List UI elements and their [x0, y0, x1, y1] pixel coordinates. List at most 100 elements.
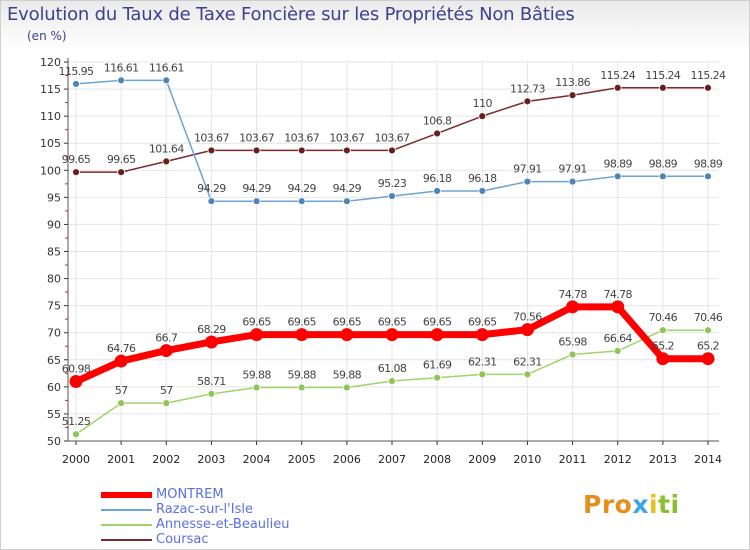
data-label-coursac-2002: 101.64 — [149, 142, 184, 155]
data-label-razac-sur-l-isle-2000: 115.95 — [59, 65, 94, 78]
data-label-coursac-2004: 103.67 — [239, 131, 274, 144]
data-point-coursac-2002 — [162, 157, 171, 166]
data-label-montrem-2002: 66.7 — [155, 332, 178, 345]
data-point-annesse-et-beaulieu-2003 — [207, 389, 216, 398]
data-label-annesse-et-beaulieu-2003: 58.71 — [197, 375, 226, 388]
data-point-annesse-et-beaulieu-2005 — [297, 383, 306, 392]
data-point-montrem-2012 — [611, 300, 625, 314]
y-tick-label-95: 95 — [47, 191, 61, 204]
data-label-annesse-et-beaulieu-2007: 61.08 — [378, 362, 407, 375]
data-point-montrem-2013 — [656, 352, 670, 366]
x-tick-label-2010: 2010 — [513, 453, 541, 466]
data-point-montrem-2002 — [159, 344, 173, 358]
x-tick-label-2003: 2003 — [197, 453, 225, 466]
data-label-coursac-2000: 99.65 — [62, 153, 91, 166]
data-label-montrem-2007: 69.65 — [378, 316, 407, 329]
legend-swatch-montrem — [101, 492, 152, 498]
data-point-coursac-2005 — [297, 146, 306, 155]
data-point-coursac-2000 — [72, 168, 80, 177]
data-point-annesse-et-beaulieu-2012 — [613, 347, 622, 355]
data-label-annesse-et-beaulieu-2010: 62.31 — [513, 355, 542, 368]
data-point-coursac-2014 — [704, 83, 712, 92]
data-label-razac-sur-l-isle-2005: 94.29 — [287, 182, 316, 195]
data-label-razac-sur-l-isle-2003: 94.29 — [197, 182, 226, 195]
data-point-coursac-2013 — [658, 83, 667, 92]
data-point-razac-sur-l-isle-2000 — [72, 80, 80, 88]
x-tick-label-2000: 2000 — [62, 453, 90, 466]
data-point-annesse-et-beaulieu-2013 — [658, 326, 667, 335]
data-label-razac-sur-l-isle-2010: 97.91 — [513, 163, 542, 176]
data-labels: 99.65 99.65 101.64 103.67 103.67 103.67 103.67… — [59, 61, 727, 428]
y-tick-label-70: 70 — [47, 327, 61, 340]
y-tick-label-105: 105 — [40, 137, 61, 150]
data-point-annesse-et-beaulieu-2011 — [568, 350, 577, 359]
data-point-montrem-2006 — [340, 328, 354, 342]
data-point-montrem-2007 — [385, 328, 399, 342]
data-label-razac-sur-l-isle-2014: 98.89 — [694, 157, 723, 170]
data-label-coursac-2003: 103.67 — [194, 131, 229, 144]
data-label-annesse-et-beaulieu-2014: 70.46 — [694, 311, 723, 324]
data-label-montrem-2014: 65.2 — [697, 340, 719, 353]
data-point-montrem-2014 — [701, 352, 715, 366]
data-label-annesse-et-beaulieu-2013: 70.46 — [649, 311, 678, 324]
data-point-razac-sur-l-isle-2004 — [252, 197, 261, 206]
data-point-montrem-2004 — [250, 328, 264, 342]
y-tick-label-110: 110 — [40, 110, 61, 123]
data-label-montrem-2000: 60.98 — [62, 363, 91, 376]
data-label-razac-sur-l-isle-2012: 98.89 — [603, 157, 632, 170]
data-point-coursac-2008 — [433, 129, 442, 138]
data-point-coursac-2012 — [613, 83, 622, 92]
data-label-razac-sur-l-isle-2013: 98.89 — [649, 157, 678, 170]
data-label-coursac-2008: 106.8 — [423, 114, 452, 127]
data-label-montrem-2008: 69.65 — [423, 316, 452, 329]
legend-label-annesse: Annesse-et-Beaulieu — [156, 517, 290, 532]
legend-label-montrem: MONTREM — [156, 487, 224, 502]
data-label-coursac-2011: 113.86 — [555, 76, 590, 89]
data-label-montrem-2004: 69.65 — [242, 316, 271, 329]
data-point-razac-sur-l-isle-2009 — [478, 187, 487, 195]
data-label-razac-sur-l-isle-2002: 116.61 — [149, 61, 184, 74]
data-point-annesse-et-beaulieu-2002 — [162, 399, 171, 408]
data-label-annesse-et-beaulieu-2006: 59.88 — [333, 369, 362, 382]
data-label-coursac-2001: 99.65 — [107, 153, 136, 166]
data-label-coursac-2014: 115.24 — [691, 69, 726, 82]
data-label-montrem-2011: 74.78 — [558, 288, 587, 301]
data-label-razac-sur-l-isle-2008: 96.18 — [423, 172, 452, 185]
grid — [68, 61, 719, 442]
data-label-coursac-2007: 103.67 — [375, 131, 410, 144]
y-tick-label-65: 65 — [47, 354, 61, 367]
data-point-montrem-2009 — [475, 328, 489, 342]
series-lines — [69, 76, 715, 439]
data-point-razac-sur-l-isle-2008 — [433, 187, 442, 195]
data-label-annesse-et-beaulieu-2000: 51.25 — [62, 415, 91, 428]
data-label-annesse-et-beaulieu-2002: 57 — [160, 384, 173, 397]
y-tick-label-90: 90 — [47, 218, 61, 231]
data-label-montrem-2003: 68.29 — [197, 323, 226, 336]
data-label-coursac-2013: 115.24 — [645, 69, 680, 82]
data-point-annesse-et-beaulieu-2014 — [704, 326, 712, 335]
data-point-coursac-2010 — [523, 97, 532, 106]
data-label-annesse-et-beaulieu-2001: 57 — [115, 384, 128, 397]
x-tick-label-2008: 2008 — [423, 453, 451, 466]
data-point-montrem-2010 — [520, 323, 534, 337]
chart-title: Evolution du Taux de Taxe Foncière sur l… — [7, 4, 575, 25]
data-label-montrem-2010: 70.56 — [513, 311, 542, 324]
data-label-coursac-2012: 115.24 — [600, 69, 635, 82]
x-tick-label-2013: 2013 — [649, 453, 677, 466]
data-point-montrem-2008 — [430, 328, 444, 342]
y-tick-label-60: 60 — [47, 381, 61, 394]
data-point-annesse-et-beaulieu-2008 — [433, 373, 442, 382]
data-point-razac-sur-l-isle-2014 — [704, 172, 712, 181]
data-label-coursac-2005: 103.67 — [284, 131, 319, 144]
data-label-coursac-2006: 103.67 — [329, 131, 364, 144]
data-label-annesse-et-beaulieu-2009: 62.31 — [468, 355, 497, 368]
data-point-razac-sur-l-isle-2013 — [658, 172, 667, 181]
y-tick-label-55: 55 — [47, 408, 61, 421]
data-label-montrem-2001: 64.76 — [107, 342, 136, 355]
legend-label-razac: Razac-sur-l'Isle — [156, 502, 253, 517]
data-label-razac-sur-l-isle-2009: 96.18 — [468, 172, 497, 185]
data-point-coursac-2011 — [568, 91, 577, 100]
y-tick-label-75: 75 — [47, 300, 61, 313]
data-label-annesse-et-beaulieu-2004: 59.88 — [242, 369, 271, 382]
